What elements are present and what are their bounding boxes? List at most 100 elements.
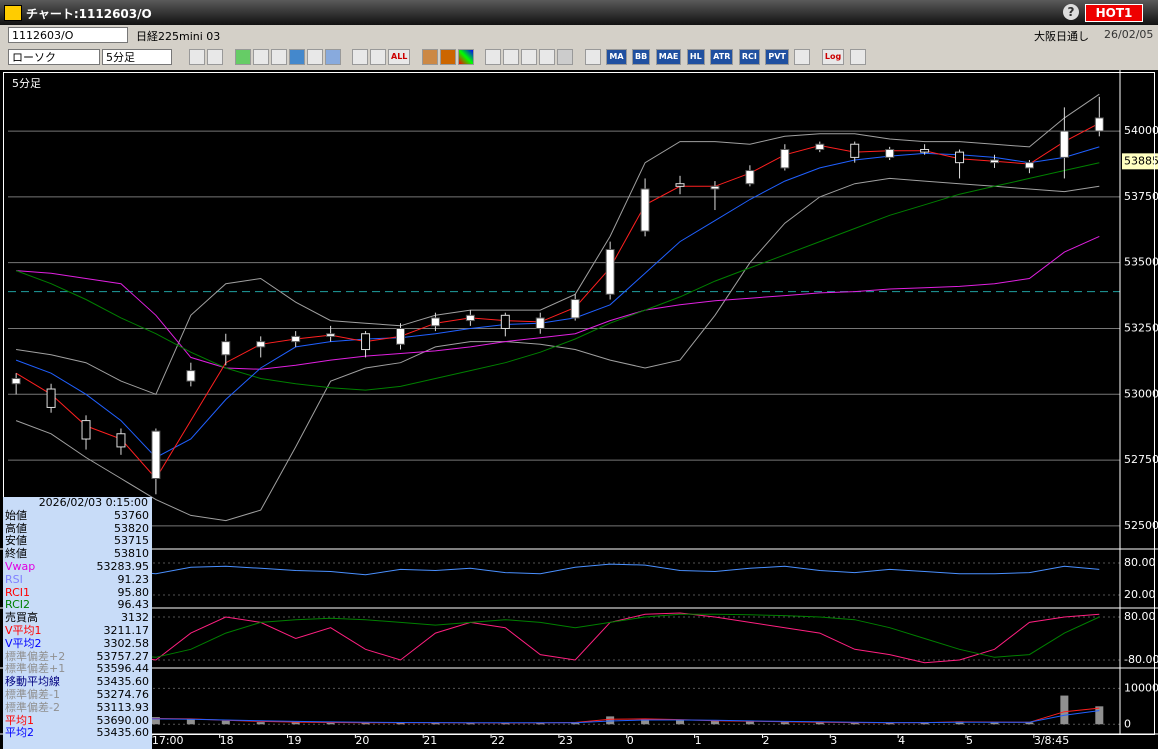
volume-bar: [850, 722, 859, 725]
tool[interactable]: [521, 49, 538, 65]
x-tick-label: 23: [559, 734, 573, 747]
y-tick-label: 20.00: [1124, 588, 1156, 601]
info-row: RSI 91.23: [3, 573, 152, 587]
candle-body: [745, 170, 755, 185]
volume-bar: [431, 722, 440, 725]
x-tick-label: 1: [695, 734, 702, 747]
interval: 5分足: [106, 51, 135, 64]
chart-type-select[interactable]: ローソク: [8, 49, 100, 65]
candle-body: [640, 188, 650, 232]
tool[interactable]: [584, 49, 601, 65]
tool[interactable]: [288, 49, 305, 65]
info-label: 標準偏差+1: [5, 662, 66, 676]
info-row: 移動平均線 53435.60: [3, 675, 152, 689]
tool[interactable]: [485, 49, 502, 65]
candle-body: [920, 148, 930, 153]
tool[interactable]: [252, 49, 269, 65]
info-row: RCI1 95.80: [3, 586, 152, 600]
indicator-line: [15, 612, 1100, 664]
tool[interactable]: [306, 49, 323, 65]
volume-bar: [1025, 722, 1034, 725]
tool[interactable]: [539, 49, 556, 65]
info-value: 53435.60: [96, 726, 150, 740]
volume-bar: [885, 722, 894, 725]
info-row: 標準偏差-2 53113.93: [3, 700, 152, 715]
tool-bb[interactable]: BB: [632, 49, 651, 65]
y-tick-label: 53500: [1124, 256, 1158, 269]
info-value: 53810: [114, 547, 149, 561]
tool[interactable]: [421, 49, 438, 65]
tool[interactable]: [234, 49, 251, 65]
x-tick-label: 18: [220, 734, 234, 747]
info-row: V平均2 3302.58: [3, 636, 152, 651]
tool-buttons: ALL MA BB MAE HL ATR RCI PVT Log: [188, 49, 867, 65]
overlay-line: [16, 235, 1100, 370]
tool-ma[interactable]: MA: [606, 49, 627, 65]
candle-body: [11, 377, 21, 385]
indicator-line: [16, 563, 1100, 576]
info-row: 始値 53760: [3, 508, 152, 523]
info-value: 3211.17: [103, 623, 150, 637]
tool[interactable]: [557, 49, 574, 65]
info-row: 安値 53715: [3, 534, 152, 548]
tool[interactable]: [457, 49, 474, 65]
tool[interactable]: [370, 49, 386, 65]
candle-body: [46, 388, 56, 408]
tool[interactable]: [189, 49, 205, 65]
info-row: V平均1 3211.17: [3, 623, 152, 638]
candle-body: [850, 143, 860, 158]
interval-select[interactable]: 5分足: [102, 49, 172, 65]
tool[interactable]: [207, 49, 223, 65]
tool-all[interactable]: ALL: [388, 49, 411, 65]
info-label: 始値: [5, 508, 27, 522]
info-row: Vwap 53283.95: [3, 559, 152, 574]
volume-bar: [606, 716, 615, 725]
overlay-line: [15, 177, 1100, 522]
info-value: 53113.93: [96, 700, 150, 714]
info-row: RCI2 96.43: [3, 598, 152, 612]
toolbar: ローソク 5分足 ALL MA BB MAE HL ATR RCI PVT Lo…: [0, 45, 1158, 70]
tool-pvt[interactable]: PVT: [765, 49, 789, 65]
chart-type: ローソク: [12, 51, 56, 64]
candle-body: [1094, 117, 1104, 132]
info-label: 安値: [5, 534, 27, 548]
symbol-code: 1112603/O: [12, 29, 74, 42]
y-tick-label: 53000: [1124, 387, 1158, 400]
y-tick-label: 52500: [1124, 519, 1158, 532]
x-tick-label: 22: [491, 734, 505, 747]
x-tick-label: 0: [627, 734, 634, 747]
volume-bar: [920, 722, 929, 725]
info-label: 標準偏差+2: [5, 649, 66, 663]
info-value: 53283.95: [96, 559, 150, 573]
candle-body: [186, 370, 196, 382]
symbol-input[interactable]: 1112603/O: [8, 27, 128, 43]
candle-body: [151, 430, 161, 480]
tool[interactable]: [439, 49, 456, 65]
tool[interactable]: [849, 49, 866, 65]
help-button[interactable]: ?: [1063, 4, 1079, 20]
volume-bar: [710, 721, 719, 725]
info-label: V平均2: [5, 636, 42, 650]
tool-mae[interactable]: MAE: [655, 49, 682, 65]
volume-bar: [815, 722, 824, 725]
volume-bar: [745, 721, 754, 725]
title-bar: チャート:1112603/O ? HOT1: [0, 0, 1158, 25]
x-tick-label: 17:00: [152, 734, 184, 747]
tool[interactable]: [270, 49, 287, 65]
info-label: 高値: [5, 521, 27, 535]
hot-button[interactable]: HOT1: [1085, 4, 1143, 22]
volume-bar: [151, 717, 160, 725]
info-row: 売買高 3132: [3, 611, 152, 625]
info-row: 平均2 53435.60: [3, 726, 152, 740]
tool[interactable]: [324, 49, 341, 65]
tool-hl[interactable]: HL: [686, 49, 705, 65]
tool-atr[interactable]: ATR: [710, 49, 734, 65]
chart: 5分足 52500 52750 53000 53250 53500 53750 54000 5…: [0, 70, 1158, 749]
tool[interactable]: [794, 49, 811, 65]
tool[interactable]: [503, 49, 520, 65]
tool-log[interactable]: Log: [821, 49, 845, 65]
y-tick-label: 52750: [1124, 453, 1158, 466]
y-tick-label: 80.00: [1124, 556, 1156, 569]
tool-rci[interactable]: RCI: [738, 49, 760, 65]
tool[interactable]: [352, 49, 368, 65]
